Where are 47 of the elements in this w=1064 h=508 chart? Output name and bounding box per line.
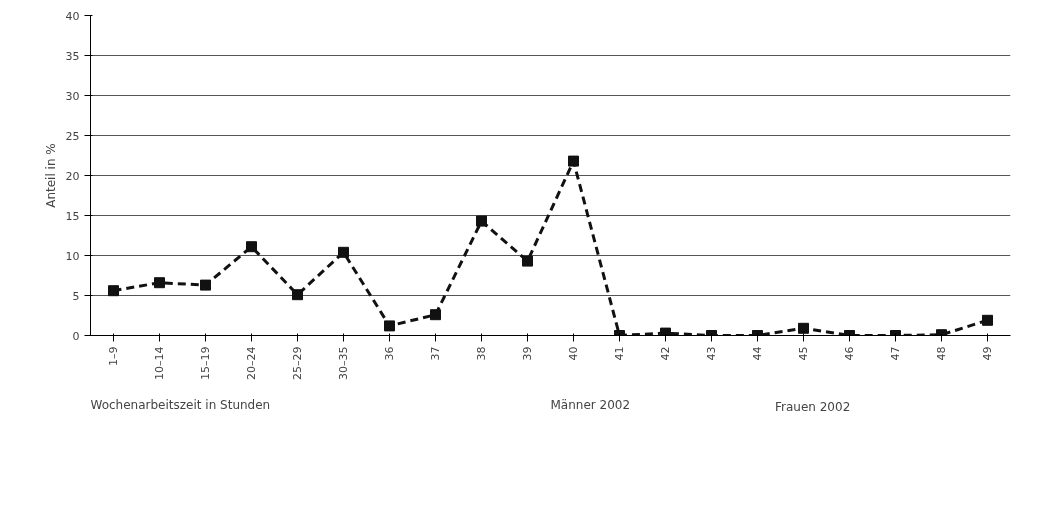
x-tick-label: 41 <box>613 346 626 361</box>
x-axis-title: Wochenarbeitszeit in Stunden <box>90 397 271 412</box>
y-tick-label: 5 <box>72 289 80 303</box>
y-tick-label: 30 <box>65 89 80 103</box>
x-tick-label: 43 <box>705 346 718 361</box>
point <box>476 215 487 227</box>
x-tick-label: 36 <box>383 346 396 361</box>
y-tick-label: 20 <box>65 169 80 183</box>
point <box>154 277 165 289</box>
x-tick-label: 38 <box>475 346 488 361</box>
point <box>338 246 349 258</box>
x-tick-label: 49 <box>981 346 994 361</box>
point <box>798 322 809 334</box>
x-tick-label: 45 <box>797 346 810 361</box>
y-tick-label: 40 <box>65 9 80 23</box>
x-tick-label: 15–19 <box>199 346 212 380</box>
x-tick-label: 37 <box>429 346 442 361</box>
x-tick-label: 39 <box>521 346 534 361</box>
y-tick-label: 25 <box>65 129 80 143</box>
point <box>108 285 119 297</box>
x-tick-label: 1–9 <box>107 346 120 366</box>
point <box>384 320 395 332</box>
x-tick-label: 48 <box>935 346 948 361</box>
text: Frauen 2002 <box>775 400 851 414</box>
x-tick-label: 10–14 <box>153 346 166 380</box>
text: Männer 2002 <box>550 397 631 412</box>
x-tick-label: 30–35 <box>337 346 350 380</box>
point <box>660 327 671 336</box>
point <box>200 279 211 291</box>
y-tick-label: 35 <box>65 49 80 63</box>
x-tick-label: 42 <box>659 346 672 361</box>
y-tick-label: 0 <box>72 329 80 343</box>
y-tick-label: 10 <box>65 249 80 263</box>
point <box>292 289 303 301</box>
x-tick-label: 40 <box>567 346 580 361</box>
x-tick-label: 20–24 <box>245 346 258 380</box>
y-tick-label: 15 <box>65 209 80 223</box>
point <box>430 309 441 321</box>
x-tick-label: 46 <box>843 346 856 361</box>
x-tick-label: 25–29 <box>291 346 304 380</box>
x-tick-label: 47 <box>889 346 902 361</box>
point <box>522 255 533 267</box>
y-axis-title: Anteil in % <box>43 143 58 208</box>
point <box>568 155 579 167</box>
point <box>982 314 993 326</box>
point <box>246 241 257 253</box>
x-tick-label: 44 <box>751 346 764 361</box>
